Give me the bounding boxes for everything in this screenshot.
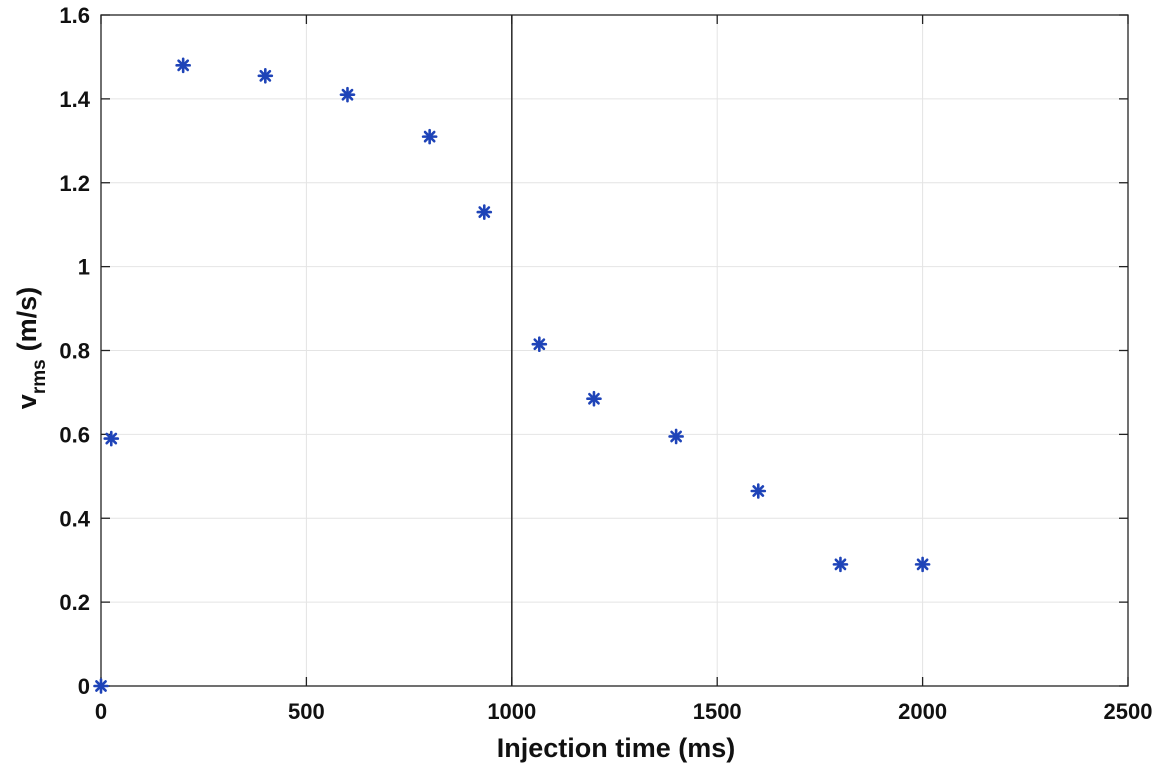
y-axis-label-units: (m/s) — [12, 287, 42, 352]
x-tick-label: 0 — [95, 699, 107, 724]
y-tick-label: 0 — [78, 674, 90, 699]
data-point — [586, 390, 602, 407]
data-point — [339, 86, 356, 103]
data-point — [832, 556, 849, 573]
y-tick-label: 0.2 — [59, 590, 90, 615]
data-point — [750, 483, 767, 499]
data-point — [531, 336, 548, 353]
y-tick-label: 0.8 — [59, 339, 90, 364]
y-tick-label: 1 — [78, 255, 90, 280]
x-tick-label: 1000 — [487, 699, 536, 724]
y-tick-label: 0.6 — [59, 422, 90, 447]
x-tick-label: 1500 — [693, 699, 742, 724]
x-tick-label: 2500 — [1104, 699, 1153, 724]
y-tick-label: 0.4 — [59, 506, 90, 531]
grid-layer — [100, 14, 1129, 687]
y-axis-label-subscript: rms — [29, 359, 50, 394]
data-point — [421, 128, 438, 145]
y-axis-label-main: v — [12, 394, 42, 409]
data-point — [257, 68, 274, 84]
y-tick-label: 1.2 — [59, 171, 90, 196]
data-point — [175, 57, 191, 74]
y-tick-label: 1.4 — [59, 87, 90, 112]
data-points — [93, 57, 931, 694]
y-axis-label: vrms (m/s) — [12, 287, 50, 409]
data-point — [668, 428, 684, 445]
x-tick-label: 2000 — [898, 699, 947, 724]
x-axis-label: Injection time (ms) — [497, 733, 736, 763]
x-tick-label: 500 — [288, 699, 325, 724]
data-point — [914, 556, 931, 573]
tick-layer: 0 500 1000 1500 2000 2500 0 0.2 0.4 0.6 0.8 1 1.2 1.4… — [59, 3, 1152, 724]
y-tick-label: 1.6 — [59, 3, 90, 28]
data-point — [93, 678, 109, 694]
data-point — [476, 204, 493, 220]
data-point — [103, 430, 120, 447]
